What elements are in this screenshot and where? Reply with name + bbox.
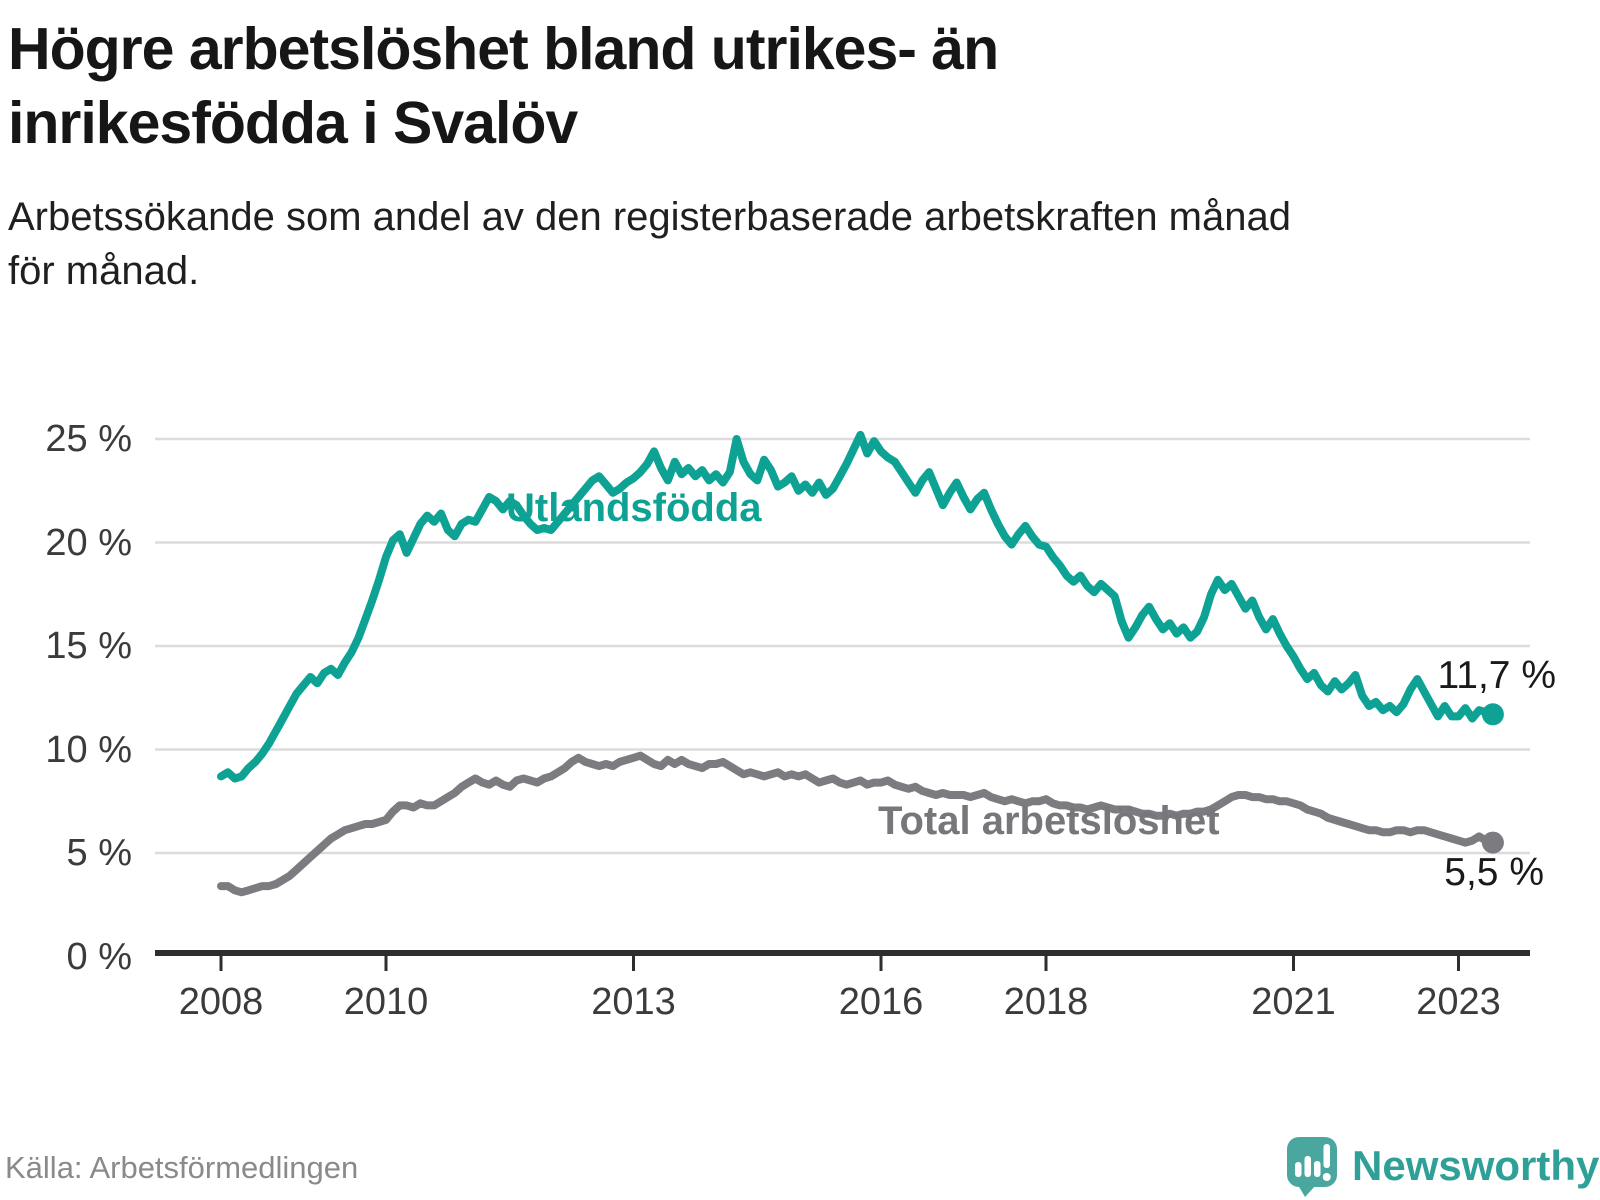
x-tick-label-2023: 2023	[1416, 981, 1501, 1023]
series-label-total-arbetsloshet: Total arbetslöshet	[878, 799, 1220, 843]
end-value-label-utlandsfodda: 11,7 %	[1437, 654, 1556, 697]
newsworthy-bubble-icon	[1287, 1137, 1337, 1197]
series-line-utlandsfodda	[217, 430, 1497, 783]
x-tick-label-2010: 2010	[343, 981, 429, 1023]
series-label-utlandsfodda: Utlandsfödda	[506, 486, 762, 530]
y-tick-label-20: 20 %	[45, 521, 132, 564]
series-end-dot-total	[1481, 831, 1504, 854]
page-title-line1: Högre arbetslöshet bland utrikes- än	[8, 16, 999, 82]
end-value-label-total: 5,5 %	[1444, 851, 1544, 894]
x-tick-label-2013: 2013	[591, 981, 676, 1023]
y-tick-label-0: 0 %	[66, 935, 132, 978]
source-note: Källa: Arbetsförmedlingen	[5, 1150, 359, 1185]
x-tick-label-2016: 2016	[838, 981, 924, 1023]
newsworthy-logo: Newsworthy	[1286, 1136, 1600, 1200]
page-subtitle-line1: Arbetssökande som andel av den registerb…	[8, 195, 1291, 239]
series-line-total	[217, 751, 1497, 897]
x-tick-label-2008: 2008	[178, 981, 264, 1023]
page-subtitle-line2: för månad.	[8, 249, 200, 293]
y-tick-label-15: 15 %	[45, 625, 132, 667]
x-tick-label-2018: 2018	[1003, 981, 1089, 1023]
y-tick-label-10: 10 %	[45, 728, 132, 771]
page-title-line2: inrikesfödda i Svalöv	[8, 90, 578, 156]
newsworthy-wordmark: Newsworthy	[1352, 1142, 1600, 1189]
x-tick-label-2021: 2021	[1251, 981, 1336, 1023]
series-end-dot-utlandsfodda	[1481, 703, 1504, 726]
y-tick-label-25: 25 %	[45, 418, 132, 460]
y-tick-label-5: 5 %	[66, 832, 132, 874]
